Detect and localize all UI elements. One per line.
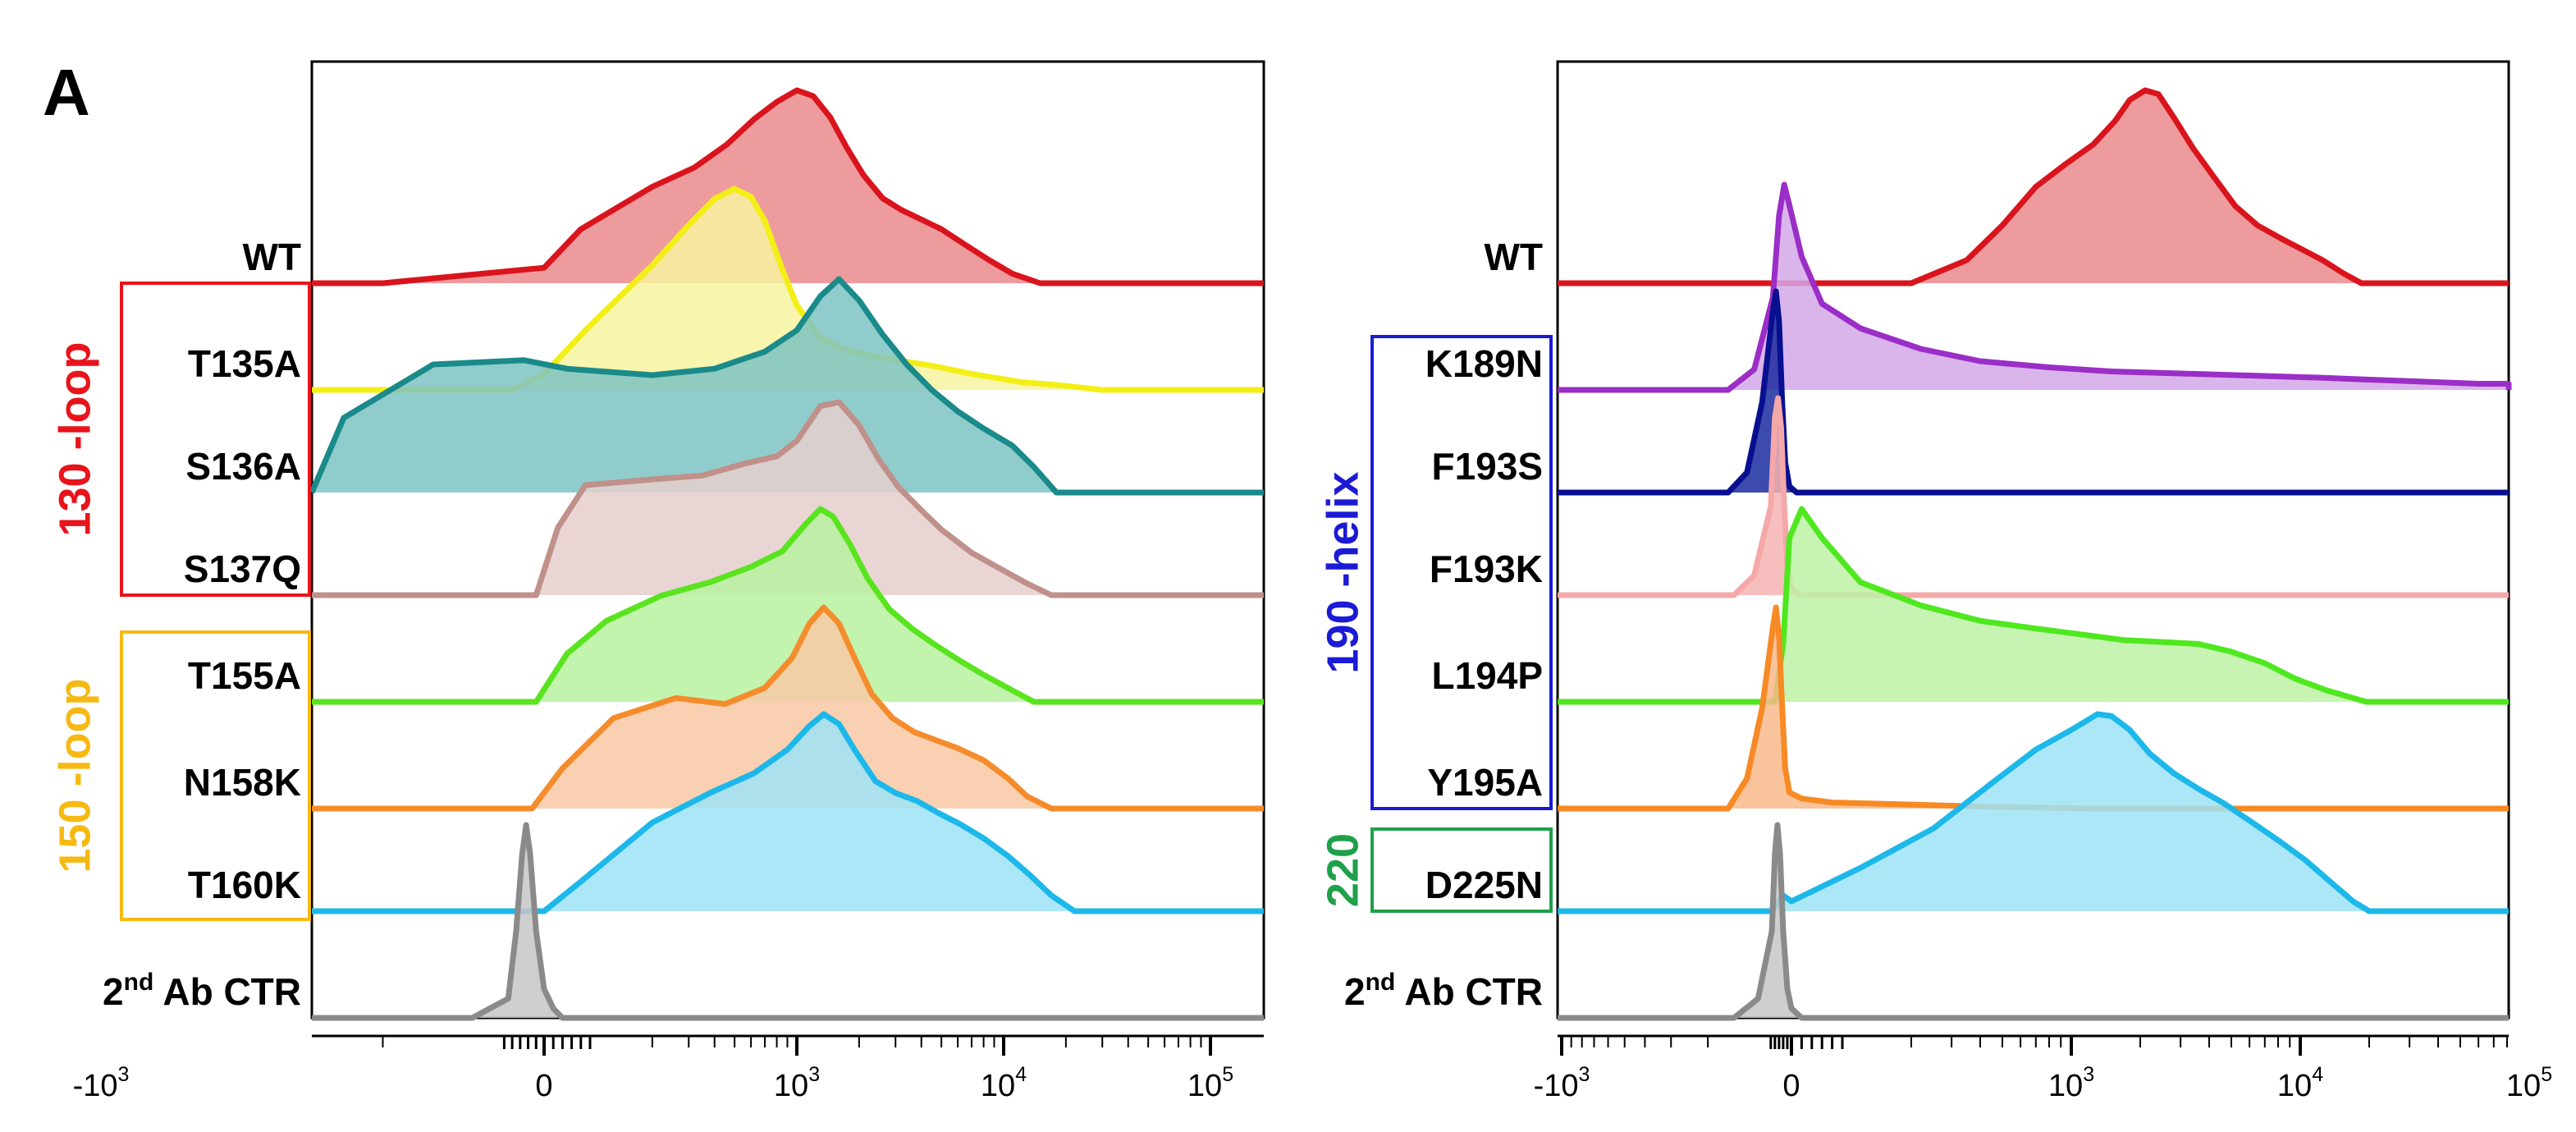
row-label: 2nd Ab CTR <box>1344 969 1543 1013</box>
x-axis: -103 0 103 104 105 <box>73 1034 1264 1103</box>
histogram-outline <box>312 604 1264 812</box>
histogram-outline <box>312 399 1264 598</box>
x-axis: -103 0 103 104 105 <box>1534 1034 2552 1103</box>
histogram-fill <box>1910 90 2362 283</box>
histogram-n158k <box>312 604 1264 812</box>
histogram-fill <box>536 402 1052 595</box>
histogram-outline <box>312 87 1264 286</box>
histogram-panel-right: WT K189N F193S F193K L194P Y195A D225N 2nd Ab C… <box>1318 60 2552 1103</box>
row-label: T155A <box>188 654 301 697</box>
histogram-t155a <box>312 506 1264 705</box>
histogram-outline <box>1558 181 2512 393</box>
histogram-outline <box>1558 506 2509 705</box>
group-box <box>1370 335 1553 810</box>
histogram-outline <box>312 186 1264 393</box>
histogram-fill <box>1733 825 1802 1018</box>
row-label: Y195A <box>1427 761 1543 804</box>
histogram-outline <box>312 506 1264 705</box>
histogram-outline <box>1558 395 2509 598</box>
x-tick-label: 105 <box>2506 1063 2552 1103</box>
x-tick-label: 103 <box>774 1063 820 1103</box>
histogram-panel-left: WT T135A S136A S137Q T155A N158K T160K 2nd Ab C… <box>50 60 1265 1103</box>
group-box <box>1370 827 1553 913</box>
histogram-s137q <box>312 399 1264 598</box>
row-label: L194P <box>1431 654 1543 697</box>
figure-panel-label: A <box>43 56 90 129</box>
row-label: 2nd Ab CTR <box>103 969 301 1013</box>
group-box <box>120 630 311 921</box>
histogram-outline <box>1558 288 2509 496</box>
row-label: D225N <box>1425 864 1543 906</box>
histogram-fill <box>536 509 1034 702</box>
row-label: T135A <box>188 342 301 385</box>
row-label: K189N <box>1425 342 1543 385</box>
histogram-fill <box>532 607 1052 809</box>
histogram-t135a <box>312 186 1264 393</box>
histogram-d225n <box>1558 711 2509 914</box>
histogram-outline <box>1558 711 2509 914</box>
row-label: S137Q <box>184 548 301 590</box>
row-label: F193S <box>1431 445 1543 488</box>
histogram-fill <box>512 189 1103 390</box>
histogram-t160k <box>312 711 1264 914</box>
histogram-fill <box>382 90 1041 283</box>
histogram-2nd-ab-ctr <box>1558 822 2509 1021</box>
row-label: WT <box>1484 236 1543 278</box>
x-tick-label: -103 <box>73 1063 130 1103</box>
histogram-fill <box>1770 714 2369 911</box>
histogram-outline <box>309 276 1264 496</box>
row-label: F193K <box>1430 548 1543 590</box>
row-label: N158K <box>184 761 301 804</box>
x-tick-label: 105 <box>1187 1063 1233 1103</box>
histogram-l194p <box>1558 506 2509 705</box>
histogram-wt <box>312 87 1264 286</box>
x-tick-label: 0 <box>1782 1069 1800 1103</box>
histogram-fill <box>1727 185 2509 390</box>
x-tick-label: 0 <box>535 1069 552 1103</box>
group-box <box>120 282 311 597</box>
histogram-2nd-ab-ctr <box>312 822 1264 1021</box>
histogram-outline <box>312 711 1264 914</box>
histogram-fill <box>1774 509 2367 702</box>
histogram-outline <box>1558 822 2509 1021</box>
histogram-outline <box>312 822 1264 1021</box>
histogram-wt <box>1558 87 2509 286</box>
x-tick-label: 104 <box>981 1063 1027 1103</box>
x-tick-label: 103 <box>2048 1063 2094 1103</box>
histogram-fill <box>544 714 1075 911</box>
row-label: WT <box>242 236 301 278</box>
group-label: 130 -loop <box>50 341 99 536</box>
x-tick-label: -103 <box>1534 1063 1590 1103</box>
row-label: T160K <box>188 864 301 906</box>
row-label: S136A <box>185 445 301 488</box>
histogram-k189n <box>1558 181 2512 393</box>
group-label: 150 -loop <box>50 678 99 873</box>
group-label: 190 -helix <box>1318 471 1367 673</box>
x-tick-label: 104 <box>2277 1063 2323 1103</box>
group-label: 220 <box>1318 833 1367 907</box>
histogram-f193k <box>1558 395 2509 598</box>
histogram-outline <box>1558 87 2509 286</box>
histogram-fill <box>1727 607 2090 809</box>
